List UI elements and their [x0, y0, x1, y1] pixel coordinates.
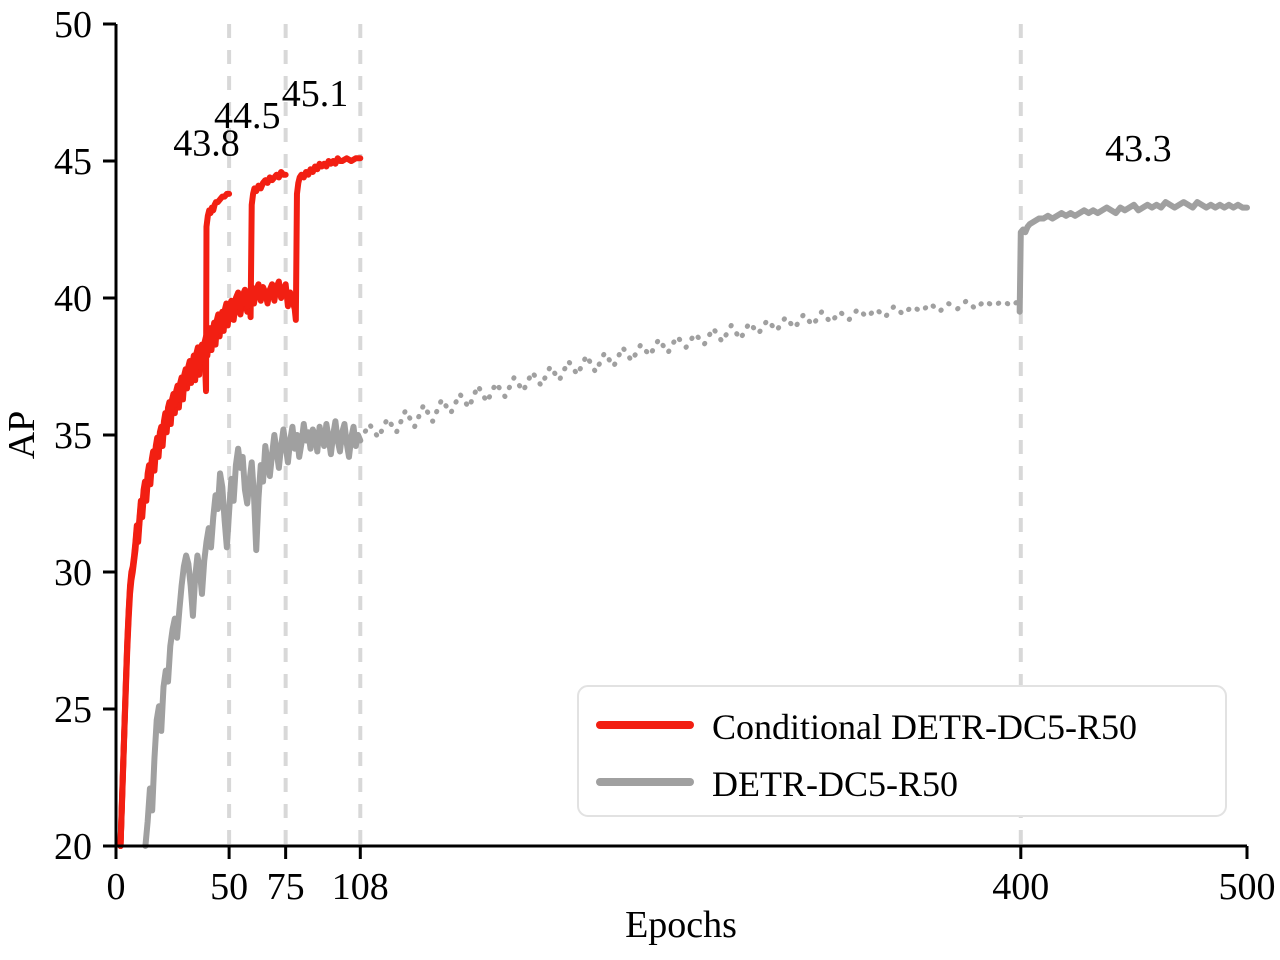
data-annotations: 43.844.545.1 43.3	[173, 73, 1171, 170]
series-path-3	[142, 418, 364, 849]
legend-label-detr: DETR-DC5-R50	[712, 764, 958, 804]
y-tick-label-45: 45	[54, 141, 92, 183]
series-path-2	[117, 155, 364, 849]
x-tick-label-500: 500	[1219, 866, 1276, 908]
y-tick-label-30: 30	[54, 552, 92, 594]
legend-background	[577, 685, 1227, 817]
x-tick-label-400: 400	[992, 866, 1049, 908]
y-tick-label-25: 25	[54, 689, 92, 731]
y-axis-ticks: 20 25 30 35 40 45 50	[54, 4, 116, 868]
y-axis-title: AP	[1, 411, 43, 460]
y-tick-label-40: 40	[54, 278, 92, 320]
series-path-5	[1016, 199, 1250, 315]
series-path-4	[357, 298, 1022, 443]
x-tick-label-0: 0	[107, 866, 126, 908]
annotation-44.5: 44.5	[214, 95, 281, 137]
y-tick-label-35: 35	[54, 415, 92, 457]
x-axis-ticks: 0 50 75 108 400 500	[107, 846, 1276, 908]
annotation-43.3: 43.3	[1105, 128, 1172, 170]
y-tick-label-20: 20	[54, 826, 92, 868]
x-tick-label-75: 75	[267, 866, 305, 908]
chart-legend[interactable]: Conditional DETR-DC5-R50 DETR-DC5-R50	[577, 685, 1227, 817]
annotation-43.8: 43.8	[173, 123, 240, 165]
legend-label-conditional-detr: Conditional DETR-DC5-R50	[712, 707, 1137, 747]
x-tick-label-50: 50	[210, 866, 248, 908]
x-tick-label-108: 108	[332, 866, 389, 908]
y-tick-label-50: 50	[54, 4, 92, 46]
annotation-45.1: 45.1	[282, 73, 349, 115]
series-lines	[117, 155, 1250, 849]
x-axis-title: Epochs	[625, 904, 737, 946]
